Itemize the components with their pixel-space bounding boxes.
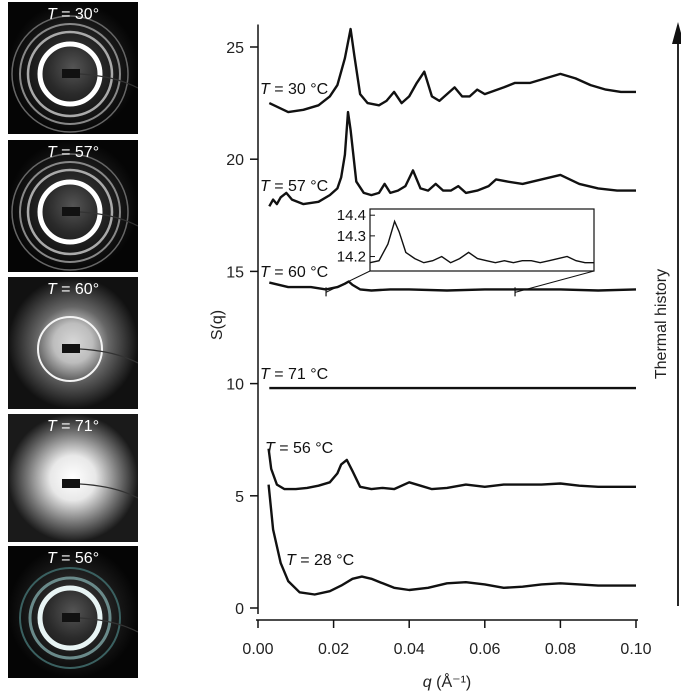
panel-temperature-label: T = 56° bbox=[8, 550, 138, 568]
series-label-variable: T bbox=[260, 81, 271, 98]
inset-y-tick-label: 14.4 bbox=[337, 207, 366, 224]
x-axis-variable: q bbox=[423, 674, 432, 691]
diffraction-panel: T = 57° bbox=[8, 140, 138, 272]
inset-curve bbox=[369, 219, 594, 264]
series-label: T = 28 °C bbox=[286, 552, 354, 569]
series-label-variable: T bbox=[286, 552, 297, 569]
x-tick-label: 0.02 bbox=[318, 641, 349, 658]
diffraction-pattern-image bbox=[8, 277, 138, 409]
arrow-head bbox=[672, 22, 681, 44]
diffraction-panel: T = 60° bbox=[8, 277, 138, 409]
axes: 0 5 10 15 20 25 0.00 0.02 0.04 0.06 0.08 0.10 q (Å⁻¹… bbox=[209, 24, 652, 691]
series-label: T = 60 °C bbox=[260, 264, 328, 281]
series-curve bbox=[267, 448, 636, 491]
series-label-value: = 60 °C bbox=[270, 264, 328, 281]
temperature-symbol: T bbox=[46, 144, 57, 161]
series-label-variable: T bbox=[265, 440, 276, 457]
x-tick-label: 0.04 bbox=[394, 641, 425, 658]
series-label-value: = 30 °C bbox=[270, 81, 328, 98]
temperature-symbol: T bbox=[46, 550, 57, 567]
series-curve bbox=[268, 27, 636, 114]
series-curve bbox=[268, 110, 636, 207]
panel-temperature-label: T = 71° bbox=[8, 418, 138, 436]
series-label: T = 30 °C bbox=[260, 81, 328, 98]
structure-factor-chart: 0 5 10 15 20 25 0.00 0.02 0.04 0.06 0.08 0.10 q (Å⁻¹… bbox=[209, 22, 681, 691]
y-tick-label: 25 bbox=[226, 40, 244, 57]
temperature-symbol: T bbox=[46, 418, 57, 435]
series-curve bbox=[267, 484, 636, 596]
inset-plot: 14.4 14.3 14.2 bbox=[325, 207, 595, 297]
series-label-value: = 56 °C bbox=[275, 440, 333, 457]
series-label-value: = 28 °C bbox=[296, 552, 354, 569]
diffraction-panel: T = 30° bbox=[8, 2, 138, 134]
series-label-value: = 57 °C bbox=[270, 178, 328, 195]
series-curve bbox=[269, 280, 637, 292]
series-label-value: = 71 °C bbox=[270, 366, 328, 383]
temperature-value: = 56° bbox=[56, 550, 100, 567]
arrow-label: Thermal history bbox=[653, 269, 670, 379]
x-axis-unit: (Å⁻¹) bbox=[432, 672, 472, 691]
temperature-value: = 60° bbox=[56, 281, 100, 298]
inset-y-tick-label: 14.3 bbox=[337, 228, 366, 245]
inset-frame bbox=[369, 208, 595, 272]
diffraction-pattern-image bbox=[8, 2, 138, 134]
y-tick-label: 5 bbox=[235, 489, 244, 506]
y-tick-label: 0 bbox=[235, 601, 244, 618]
x-tick-label: 0.08 bbox=[545, 641, 576, 658]
x-axis-label: q (Å⁻¹) bbox=[423, 672, 471, 691]
series-label-variable: T bbox=[260, 366, 271, 383]
diffraction-panel-column: T = 30° T = 57° T = 60° T = 71° T = 56° bbox=[0, 0, 150, 693]
temperature-value: = 30° bbox=[56, 6, 100, 23]
panel-temperature-label: T = 57° bbox=[8, 144, 138, 162]
y-tick-label: 15 bbox=[226, 264, 244, 281]
inset-y-tick-label: 14.2 bbox=[337, 249, 366, 266]
series-label: T = 71 °C bbox=[260, 366, 328, 383]
y-axis-label: S(q) bbox=[209, 310, 226, 340]
diffraction-panel: T = 56° bbox=[8, 546, 138, 678]
inset-connector-left bbox=[325, 270, 371, 293]
temperature-symbol: T bbox=[46, 6, 57, 23]
diffraction-pattern-image bbox=[8, 140, 138, 272]
inset-connector-right bbox=[514, 270, 595, 293]
temperature-value: = 57° bbox=[56, 144, 100, 161]
y-tick-label: 20 bbox=[226, 152, 244, 169]
diffraction-pattern-image bbox=[8, 546, 138, 678]
x-tick-label: 0.06 bbox=[469, 641, 500, 658]
panel-temperature-label: T = 30° bbox=[8, 6, 138, 24]
y-tick-label: 10 bbox=[226, 377, 244, 394]
diffraction-pattern-image bbox=[8, 414, 138, 542]
thermal-history-arrow: Thermal history bbox=[653, 22, 681, 606]
panel-temperature-label: T = 60° bbox=[8, 281, 138, 299]
series-label-variable: T bbox=[260, 264, 271, 281]
curves: T = 30 °CT = 57 °CT = 60 °CT = 71 °CT = … bbox=[260, 27, 637, 596]
series-label: T = 57 °C bbox=[260, 178, 328, 195]
x-tick-label: 0.00 bbox=[242, 641, 273, 658]
series-label: T = 56 °C bbox=[265, 440, 333, 457]
series-label-variable: T bbox=[260, 178, 271, 195]
temperature-symbol: T bbox=[46, 281, 57, 298]
x-tick-label: 0.10 bbox=[620, 641, 651, 658]
temperature-value: = 71° bbox=[56, 418, 100, 435]
diffraction-panel: T = 71° bbox=[8, 414, 138, 542]
